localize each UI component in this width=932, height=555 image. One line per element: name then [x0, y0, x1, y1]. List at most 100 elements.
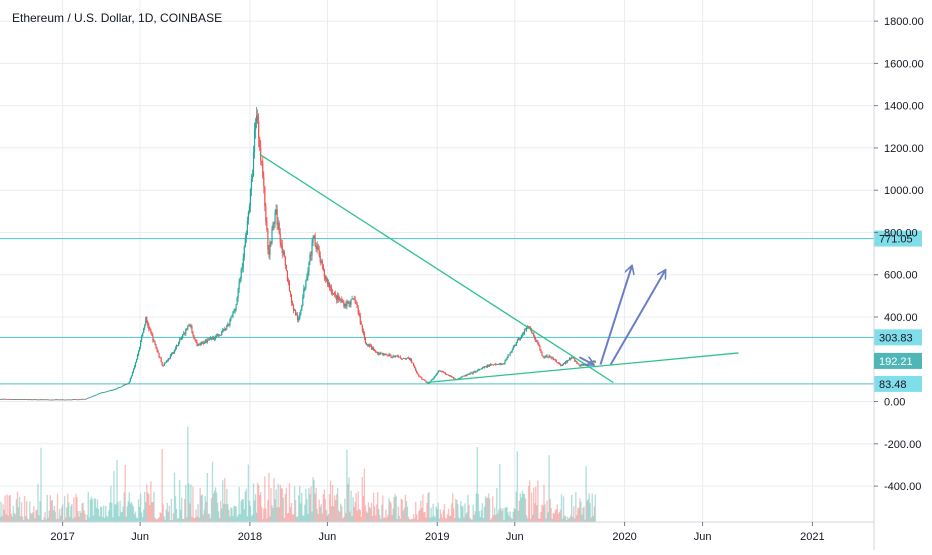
volume-bar [327, 514, 330, 522]
candle-body [413, 363, 415, 367]
candle-body [409, 359, 412, 361]
volume-bar [152, 502, 154, 522]
volume-bar [236, 517, 238, 522]
volume-bar [488, 498, 491, 522]
volume-bar [161, 448, 163, 522]
candle-body [53, 399, 56, 401]
candle-body [84, 399, 86, 400]
volume-bar [560, 494, 563, 522]
volume-bar [21, 516, 24, 522]
candle-body [513, 345, 515, 348]
volume-bar [20, 502, 23, 522]
volume-bar [292, 514, 295, 522]
candle-body [574, 358, 576, 362]
candle-body [210, 338, 213, 339]
candle-body [536, 341, 538, 343]
volume-bar [283, 517, 286, 522]
y-tick-label: -200.00 [884, 439, 921, 451]
candle-body [223, 328, 225, 330]
y-tick-label: -400.00 [884, 481, 921, 493]
volume-bar [425, 517, 427, 522]
projection-arrow[interactable] [599, 266, 631, 365]
volume-bar [384, 517, 386, 522]
volume-bar [421, 507, 423, 522]
candle-body [406, 357, 409, 359]
volume-bar [443, 504, 446, 522]
volume-bar [299, 485, 301, 522]
volume-bar [7, 515, 9, 522]
candle-body [186, 328, 188, 330]
volume-bar [542, 505, 544, 522]
volume-bar [311, 511, 313, 522]
candle-body [29, 399, 31, 401]
candle-body [23, 399, 25, 400]
y-tick-label: 400.00 [884, 312, 918, 324]
candle-body [540, 349, 542, 352]
projection-arrow[interactable] [578, 356, 593, 364]
volume-bar [221, 508, 223, 522]
projection-arrow[interactable] [609, 271, 665, 366]
volume-bar [335, 493, 338, 522]
candle-body [498, 364, 500, 365]
volume-bar [224, 478, 226, 522]
volume-bar [171, 519, 174, 522]
volume-bar [580, 501, 582, 522]
volume-bar [275, 489, 277, 522]
volume-bar [99, 506, 102, 522]
volume-bar [496, 488, 498, 522]
volume-bar [489, 519, 492, 522]
candle-body [82, 398, 84, 400]
volume-bar [412, 513, 415, 522]
volume-bar [404, 494, 407, 522]
candle-body [110, 390, 112, 391]
volume-bar [319, 506, 321, 522]
volume-bar [463, 517, 465, 522]
volume-bar [405, 501, 408, 522]
candle-body [335, 293, 337, 296]
volume-bar [350, 490, 352, 522]
candle-body [522, 333, 525, 335]
candle-body [434, 375, 436, 377]
candle-body [559, 363, 562, 366]
candle-body [479, 368, 481, 370]
candle-body [30, 399, 32, 401]
candle-body [270, 242, 272, 244]
volume-bar [242, 499, 244, 522]
candle-body [354, 299, 356, 303]
volume-bar [58, 509, 61, 522]
volume-bar [317, 513, 319, 522]
volume-bar [70, 506, 72, 522]
volume-bar [576, 515, 578, 522]
volume-bar [561, 518, 564, 522]
candle-body [315, 245, 317, 250]
candle-body [130, 375, 132, 379]
trendline[interactable] [425, 352, 739, 384]
volume-bar [249, 506, 252, 522]
candle-body [133, 366, 136, 370]
volume-bar [71, 504, 73, 522]
volume-bar [196, 516, 198, 522]
candle-body [298, 319, 300, 321]
volume-bar [106, 515, 108, 522]
candle-body [405, 358, 408, 360]
volume-bar [276, 507, 278, 522]
candle-body [490, 364, 492, 366]
candle-body [272, 223, 274, 229]
volume-bar [189, 503, 191, 522]
candle-body [307, 271, 309, 277]
candle-body [302, 297, 304, 306]
candle-body [496, 364, 498, 366]
volume-bar [243, 509, 245, 522]
candle-body [579, 364, 581, 367]
candle-body [165, 361, 167, 363]
candle-body [414, 366, 416, 369]
candle-body [78, 399, 80, 401]
candle-body [95, 394, 98, 396]
volume-bar [4, 495, 6, 522]
y-tick-label: 600.00 [884, 270, 918, 282]
candle-body [548, 355, 550, 357]
trendline[interactable] [259, 153, 614, 384]
volume-bar [209, 518, 212, 522]
volume-bar [93, 498, 96, 522]
candle-body [187, 325, 189, 329]
